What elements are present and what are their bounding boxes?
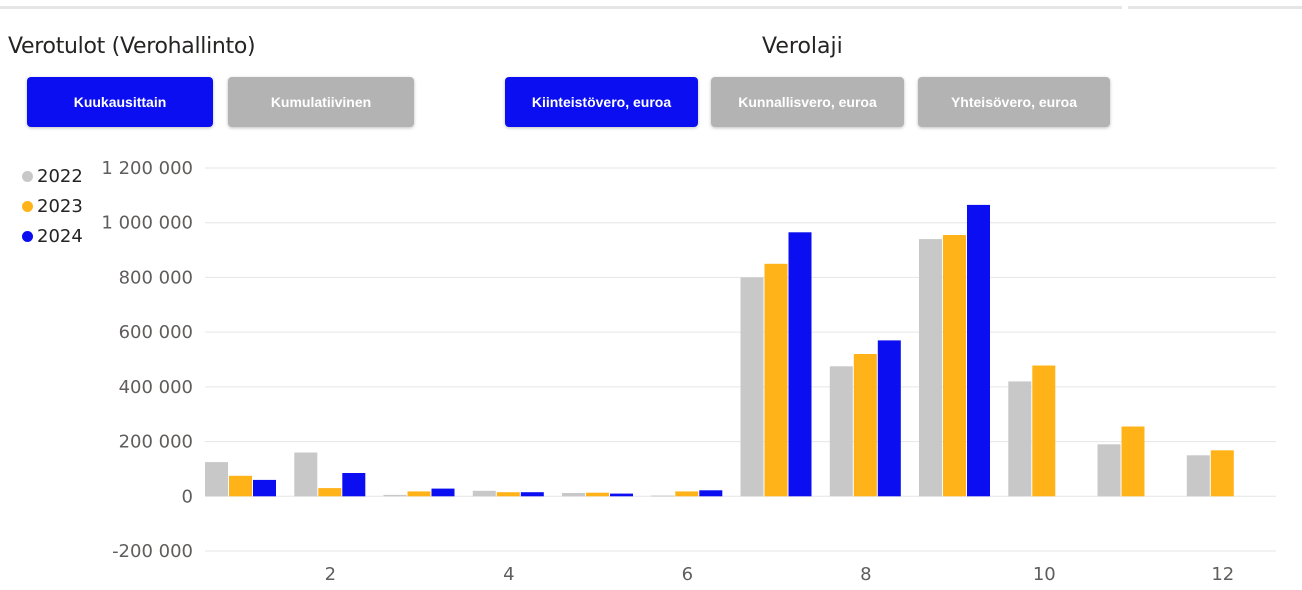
corporate-tax-button[interactable]: Yhteisövero, euroa (918, 77, 1110, 127)
legend-label: 2023 (37, 196, 83, 217)
bar-2023-month-8[interactable] (853, 354, 877, 497)
bar-2024-month-4[interactable] (520, 492, 544, 497)
cumulative-button[interactable]: Kumulatiivinen (228, 77, 414, 127)
bar-2022-month-7[interactable] (740, 277, 764, 497)
bar-2022-month-1[interactable] (205, 462, 228, 497)
bar-2024-month-9[interactable] (967, 204, 990, 497)
bar-2023-month-2[interactable] (318, 488, 342, 497)
bar-2022-month-6[interactable] (651, 495, 675, 497)
legend-item-2023[interactable]: 2023 (22, 188, 83, 225)
bar-2024-month-6[interactable] (699, 490, 723, 497)
bar-2024-month-7[interactable] (788, 232, 812, 497)
property-tax-button[interactable]: Kiinteistövero, euroa (505, 77, 698, 127)
bar-2022-month-10[interactable] (1008, 381, 1032, 497)
legend-dot-icon (22, 201, 33, 212)
bar-2023-month-12[interactable] (1210, 450, 1234, 497)
bar-2022-month-4[interactable] (472, 490, 496, 497)
bar-2023-month-3[interactable] (407, 491, 431, 497)
bar-2023-month-1[interactable] (229, 475, 252, 497)
bar-2024-month-8[interactable] (877, 340, 901, 497)
bar-2023-month-5[interactable] (586, 492, 609, 497)
bar-2023-month-6[interactable] (675, 491, 699, 497)
top-divider-right (1128, 6, 1302, 9)
bar-2023-month-7[interactable] (764, 263, 788, 497)
y-tick-label: 200 000 (119, 432, 193, 453)
y-tick-label: 600 000 (119, 322, 193, 343)
bar-2022-month-9[interactable] (919, 239, 942, 497)
legend-item-2024[interactable]: 2024 (22, 218, 83, 255)
bar-2023-month-9[interactable] (943, 235, 966, 497)
bar-2022-month-3[interactable] (383, 494, 407, 497)
bar-2022-month-2[interactable] (294, 452, 318, 497)
top-divider (0, 6, 1122, 9)
chart-title: Verotulot (Verohallinto) (8, 34, 256, 59)
legend: 2022 2023 2024 (22, 158, 83, 255)
y-tick-label: 400 000 (119, 377, 193, 398)
bar-2022-month-12[interactable] (1186, 455, 1210, 497)
y-tick-label: 1 000 000 (101, 213, 193, 234)
y-tick-label: 1 200 000 (101, 158, 193, 179)
legend-label: 2024 (37, 226, 83, 247)
monthly-button[interactable]: Kuukausittain (27, 77, 213, 127)
bar-2024-month-5[interactable] (610, 493, 633, 497)
x-tick-label: 8 (860, 564, 871, 585)
bar-2023-month-10[interactable] (1032, 365, 1056, 497)
bar-2023-month-11[interactable] (1121, 426, 1145, 497)
legend-item-2022[interactable]: 2022 (22, 158, 83, 195)
bar-2024-month-2[interactable] (342, 473, 366, 497)
legend-label: 2022 (37, 166, 83, 187)
bar-2024-month-3[interactable] (431, 488, 455, 497)
x-tick-label: 10 (1033, 564, 1056, 585)
legend-dot-icon (22, 231, 33, 242)
x-tick-label: 6 (682, 564, 693, 585)
bar-2022-month-8[interactable] (829, 366, 853, 497)
x-tick-label: 12 (1211, 564, 1234, 585)
y-tick-label: 800 000 (119, 267, 193, 288)
x-tick-label: 2 (325, 564, 336, 585)
bar-2023-month-4[interactable] (496, 492, 520, 497)
slicer-title: Verolaji (762, 34, 843, 59)
legend-dot-icon (22, 171, 33, 182)
x-tick-label: 4 (503, 564, 514, 585)
bar-2024-month-1[interactable] (253, 479, 276, 497)
municipal-tax-button[interactable]: Kunnallisvero, euroa (711, 77, 904, 127)
bar-2022-month-11[interactable] (1097, 444, 1121, 497)
bar-2022-month-5[interactable] (562, 493, 585, 497)
y-tick-label: 0 (182, 486, 193, 507)
y-tick-label: -200 000 (112, 541, 193, 562)
